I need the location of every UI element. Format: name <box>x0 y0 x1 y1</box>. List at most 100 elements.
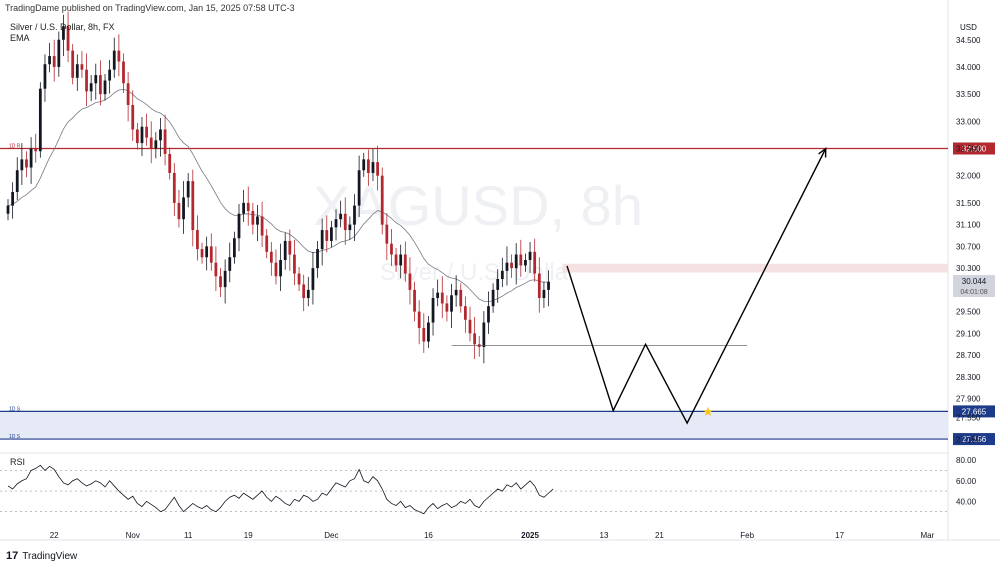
projection-path <box>566 148 827 425</box>
candle <box>510 262 513 269</box>
rsi-label: RSI <box>10 457 25 467</box>
candle <box>122 61 125 84</box>
candle <box>34 148 38 152</box>
price-tick: 30.700 <box>956 242 981 251</box>
candle <box>265 235 269 252</box>
watermark-name: Silver / U.S. Dollar <box>380 259 576 286</box>
chart-legend: Silver / U.S. Dollar, 8h, FX EMA <box>10 22 115 44</box>
candle <box>376 162 379 176</box>
candle <box>505 262 509 271</box>
candle <box>223 270 227 288</box>
candle <box>496 279 500 290</box>
candle <box>246 202 250 212</box>
watermark-ticker: XAGUSD, 8h <box>313 174 643 237</box>
symbol-label[interactable]: Silver / U.S. Dollar, 8h, FX <box>10 22 115 32</box>
price-tick: 30.300 <box>956 264 981 273</box>
candle <box>454 289 458 296</box>
currency-label: USD <box>960 23 977 32</box>
level-tag-0: 32.500 <box>962 145 987 154</box>
candle <box>325 230 329 241</box>
candle <box>205 246 209 258</box>
level-tag-bg-0 <box>953 142 995 155</box>
candle <box>117 50 121 62</box>
candle <box>491 289 495 307</box>
rsi-tick: 60.00 <box>956 477 977 486</box>
candle <box>399 254 403 266</box>
candle <box>71 50 75 78</box>
candle <box>353 205 356 225</box>
candle <box>131 105 135 130</box>
candle <box>20 159 24 171</box>
price-tick: 29.100 <box>956 329 981 338</box>
candle <box>237 213 241 239</box>
candle <box>43 64 47 89</box>
time-label: Mar <box>920 531 934 540</box>
price-tick: 28.700 <box>956 351 981 360</box>
candle <box>362 159 366 171</box>
candle <box>15 170 19 192</box>
support-zone <box>0 411 948 440</box>
candle <box>283 240 287 260</box>
candle <box>524 259 527 266</box>
candle <box>103 80 107 95</box>
candle <box>343 213 347 231</box>
candle <box>11 192 15 206</box>
time-label: 21 <box>655 531 664 540</box>
candle <box>177 202 181 220</box>
candle <box>274 262 278 277</box>
candle <box>436 292 440 299</box>
candle <box>422 327 426 342</box>
time-label: 16 <box>424 531 433 540</box>
candle <box>547 281 550 290</box>
candle <box>316 249 319 269</box>
time-label: Dec <box>324 531 338 540</box>
time-label: 11 <box>184 531 193 540</box>
candle <box>242 202 246 214</box>
candle <box>25 159 28 168</box>
time-label: 17 <box>835 531 844 540</box>
ema-label[interactable]: EMA <box>10 33 30 43</box>
candle <box>232 238 236 258</box>
candle <box>440 292 444 304</box>
time-label: 22 <box>50 531 59 540</box>
level-tag-bg-1 <box>953 405 995 418</box>
candle <box>482 322 486 347</box>
candle <box>89 83 93 92</box>
candle <box>57 39 61 67</box>
time-label: 13 <box>600 531 609 540</box>
star-icon: ★ <box>702 404 714 419</box>
candle <box>126 83 130 105</box>
candle <box>500 270 504 279</box>
candle <box>48 56 51 65</box>
ema-line <box>7 88 549 303</box>
tradingview-brand[interactable]: 17 TradingView <box>6 550 77 562</box>
price-tick: 32.500 <box>956 145 981 154</box>
candle <box>514 254 518 269</box>
candle <box>450 295 453 312</box>
candle <box>135 129 139 144</box>
price-tick: 34.500 <box>956 36 981 45</box>
candle <box>445 303 449 312</box>
candle <box>62 26 65 40</box>
candle <box>191 181 195 231</box>
current-price-bg <box>953 275 995 298</box>
supply-zone <box>562 263 948 273</box>
candle <box>260 216 264 236</box>
candle <box>168 153 172 173</box>
candle <box>487 306 490 323</box>
countdown: 04:01:08 <box>960 289 987 296</box>
candle <box>200 249 204 258</box>
candle <box>431 298 435 323</box>
projection-arrowhead <box>818 147 827 158</box>
candle <box>112 50 116 70</box>
candle <box>537 273 541 299</box>
candle <box>320 230 324 250</box>
level-tag-1: 27.665 <box>962 407 987 416</box>
candle <box>542 289 546 299</box>
candle <box>380 175 384 225</box>
candle <box>145 126 148 138</box>
candle <box>413 289 416 312</box>
time-label: 2025 <box>521 531 539 540</box>
current-price-tag: 30.044 <box>962 277 987 286</box>
level-tag-bg-2 <box>953 433 995 446</box>
